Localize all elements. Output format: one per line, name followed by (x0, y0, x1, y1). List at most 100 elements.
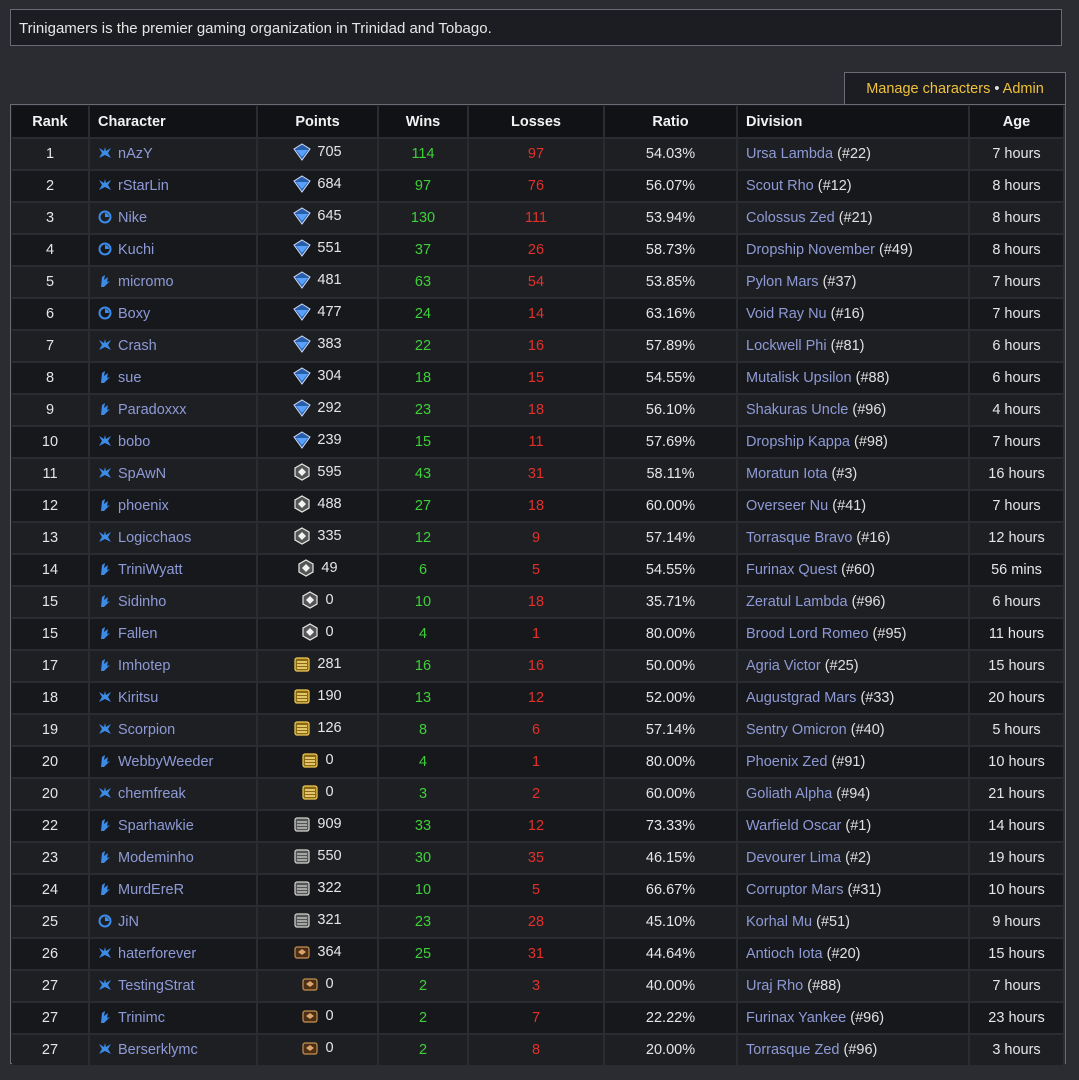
division-link[interactable]: Korhal Mu (746, 914, 813, 930)
division-link[interactable]: Colossus Zed (746, 210, 835, 226)
character-link[interactable]: Modeminho (98, 850, 194, 866)
bronze-league-icon (301, 975, 319, 993)
division-link[interactable]: Augustgrad Mars (746, 690, 857, 706)
character-link[interactable]: Sparhawkie (98, 818, 194, 834)
points-cell: 645 (258, 203, 379, 235)
header-points[interactable]: Points (258, 106, 379, 139)
division-link[interactable]: Ursa Lambda (746, 146, 834, 162)
division-link[interactable]: Shakuras Uncle (746, 402, 849, 418)
character-link[interactable]: TriniWyatt (98, 562, 183, 578)
division-link[interactable]: Furinax Yankee (746, 1010, 847, 1026)
character-link[interactable]: Nike (98, 210, 147, 226)
character-link[interactable]: Trinimc (98, 1010, 165, 1026)
division-link[interactable]: Warfield Oscar (746, 818, 842, 834)
character-link[interactable]: Kuchi (98, 242, 154, 258)
division-link[interactable]: Antioch Iota (746, 946, 823, 962)
character-link[interactable]: JiN (98, 914, 139, 930)
character-link[interactable]: SpAwN (98, 466, 166, 482)
losses-cell: 97 (469, 139, 605, 171)
division-link[interactable]: Devourer Lima (746, 850, 842, 866)
division-link[interactable]: Mutalisk Upsilon (746, 370, 852, 386)
division-link[interactable]: Overseer Nu (746, 498, 829, 514)
character-link[interactable]: Logicchaos (98, 530, 191, 546)
division-cell: Antioch Iota (#20) (738, 939, 970, 971)
header-division[interactable]: Division (738, 106, 970, 139)
character-link[interactable]: chemfreak (98, 786, 186, 802)
protoss-race-icon (98, 242, 112, 256)
division-link[interactable]: Dropship November (746, 242, 875, 258)
character-link[interactable]: Boxy (98, 306, 150, 322)
division-link[interactable]: Torrasque Zed (746, 1042, 840, 1058)
header-age[interactable]: Age (970, 106, 1065, 139)
division-link[interactable]: Corruptor Mars (746, 882, 844, 898)
rank-cell: 27 (12, 1003, 90, 1035)
division-link[interactable]: Furinax Quest (746, 562, 838, 578)
character-cell: Crash (90, 331, 258, 363)
division-link[interactable]: Lockwell Phi (746, 338, 827, 354)
points-value: 488 (317, 496, 342, 512)
age-cell: 5 hours (970, 715, 1065, 747)
division-link[interactable]: Uraj Rho (746, 978, 804, 994)
division-link[interactable]: Zeratul Lambda (746, 594, 848, 610)
character-link[interactable]: Paradoxxx (98, 402, 187, 418)
division-link[interactable]: Brood Lord Romeo (746, 626, 869, 642)
division-cell: Mutalisk Upsilon (#88) (738, 363, 970, 395)
division-cell: Shakuras Uncle (#96) (738, 395, 970, 427)
character-link[interactable]: nAzY (98, 146, 153, 162)
ratio-cell: 56.10% (605, 395, 738, 427)
division-link[interactable]: Sentry Omicron (746, 722, 847, 738)
character-link[interactable]: Crash (98, 338, 157, 354)
character-link[interactable]: Kiritsu (98, 690, 158, 706)
points-cell: 335 (258, 523, 379, 555)
character-name: rStarLin (118, 178, 169, 194)
division-rank: (#37) (822, 274, 857, 290)
division-cell: Agria Victor (#25) (738, 651, 970, 683)
character-link[interactable]: WebbyWeeder (98, 754, 213, 770)
character-link[interactable]: Sidinho (98, 594, 166, 610)
losses-cell: 3 (469, 971, 605, 1003)
division-link[interactable]: Goliath Alpha (746, 786, 833, 802)
losses-cell: 15 (469, 363, 605, 395)
division-link[interactable]: Pylon Mars (746, 274, 819, 290)
points-value: 281 (317, 656, 342, 672)
manage-characters-link[interactable]: Manage characters (866, 81, 991, 97)
character-link[interactable]: phoenix (98, 498, 169, 514)
division-link[interactable]: Void Ray Nu (746, 306, 827, 322)
header-ratio[interactable]: Ratio (605, 106, 738, 139)
losses-cell: 28 (469, 907, 605, 939)
character-link[interactable]: haterforever (98, 946, 196, 962)
division-link[interactable]: Dropship Kappa (746, 434, 850, 450)
division-link[interactable]: Agria Victor (746, 658, 821, 674)
character-link[interactable]: TestingStrat (98, 978, 195, 994)
character-cell: Sparhawkie (90, 811, 258, 843)
character-name: Crash (118, 338, 157, 354)
terran-race-icon (98, 146, 112, 160)
character-link[interactable]: MurdEreR (98, 882, 184, 898)
character-link[interactable]: Scorpion (98, 722, 175, 738)
ratio-cell: 53.94% (605, 203, 738, 235)
division-link[interactable]: Scout Rho (746, 178, 814, 194)
points-cell: 481 (258, 267, 379, 299)
division-link[interactable]: Moratun Iota (746, 466, 828, 482)
rank-cell: 9 (12, 395, 90, 427)
header-character[interactable]: Character (90, 106, 258, 139)
character-link[interactable]: Imhotep (98, 658, 170, 674)
table-row: 1 nAzY 705 114 97 54.03% Ursa Lambda (#22) 7 ho… (12, 139, 1065, 171)
header-wins[interactable]: Wins (379, 106, 469, 139)
character-name: Kuchi (118, 242, 155, 258)
character-link[interactable]: Berserklymc (98, 1042, 198, 1058)
character-link[interactable]: sue (98, 370, 141, 386)
division-link[interactable]: Phoenix Zed (746, 754, 828, 770)
character-link[interactable]: Fallen (98, 626, 158, 642)
admin-link[interactable]: Admin (1002, 81, 1044, 97)
character-cell: TriniWyatt (90, 555, 258, 587)
character-link[interactable]: bobo (98, 434, 150, 450)
age-cell: 16 hours (970, 459, 1065, 491)
diamond-league-icon (293, 335, 312, 353)
character-link[interactable]: rStarLin (98, 178, 169, 194)
header-losses[interactable]: Losses (469, 106, 605, 139)
header-rank[interactable]: Rank (12, 106, 90, 139)
division-rank: (#33) (860, 690, 895, 706)
division-link[interactable]: Torrasque Bravo (746, 530, 853, 546)
character-link[interactable]: micromo (98, 274, 174, 290)
